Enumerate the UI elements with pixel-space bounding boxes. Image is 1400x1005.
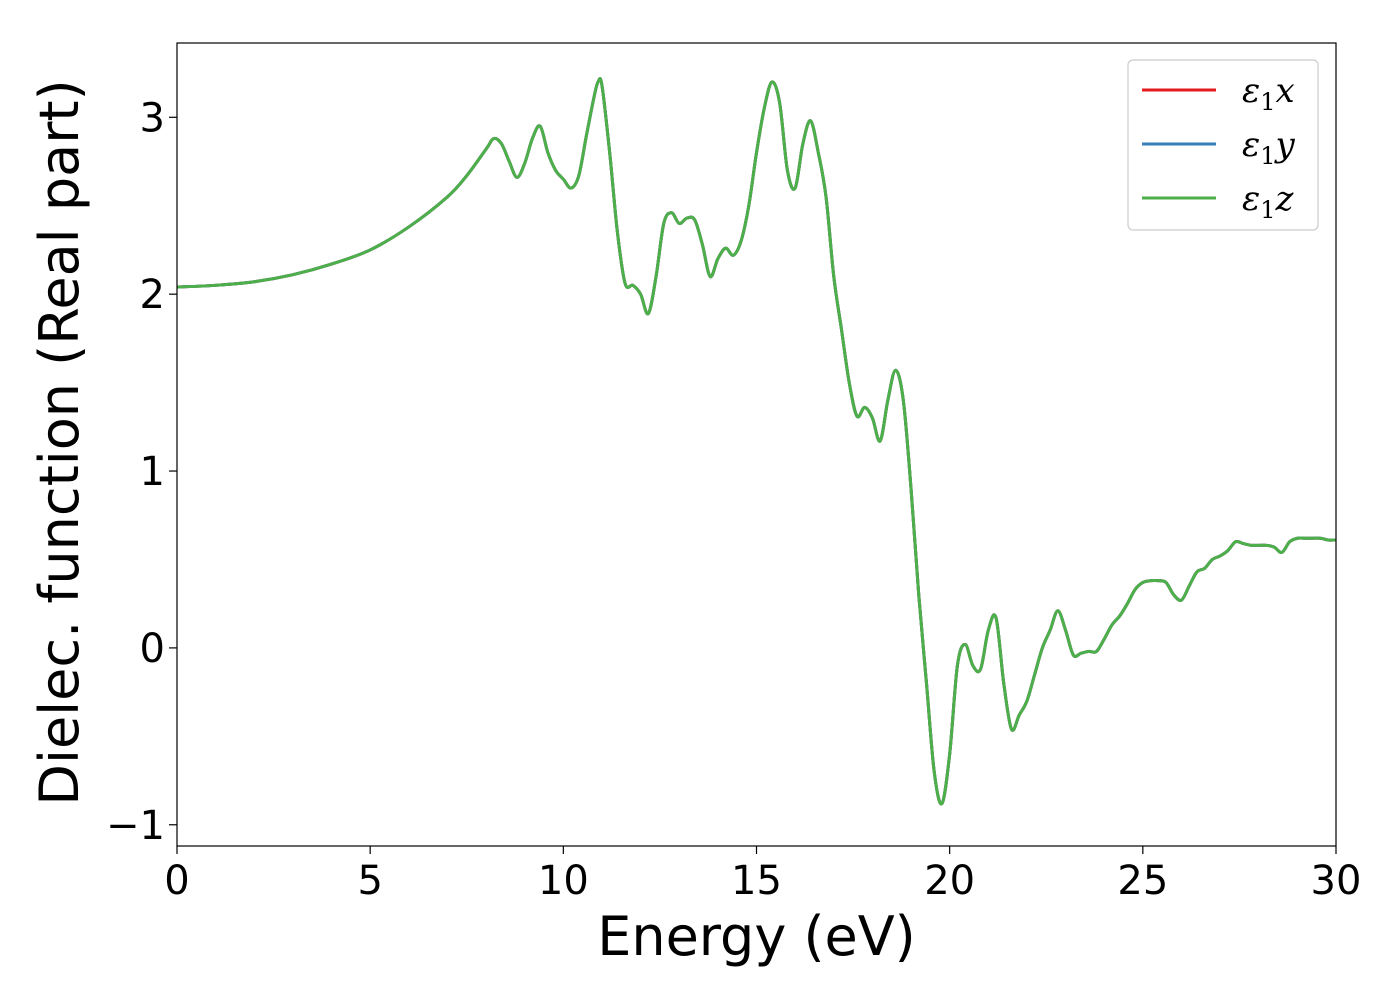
x-axis-label: Energy (eV) <box>597 905 916 968</box>
series-line-z <box>177 77 1336 806</box>
y-tick-label: −1 <box>106 803 165 849</box>
y-tick-label: 0 <box>140 626 165 672</box>
x-tick-label: 5 <box>357 858 382 904</box>
x-tick-label: 30 <box>1311 858 1362 904</box>
x-tick-label: 15 <box>731 858 782 904</box>
x-axis-ticks: 0 5 10 15 20 25 30 <box>164 846 1361 904</box>
y-axis-label: Dielec. function (Real part) <box>28 79 91 805</box>
legend: ε1x ε1y ε1z <box>1127 59 1319 231</box>
y-tick-label: 3 <box>140 95 165 141</box>
x-tick-label: 0 <box>164 858 189 904</box>
legend-box <box>1127 59 1319 231</box>
y-tick-label: 1 <box>140 449 165 495</box>
legend-label-x: ε1x <box>1242 71 1295 116</box>
plot-lines <box>177 77 1336 806</box>
legend-label-y: ε1y <box>1242 125 1296 170</box>
x-tick-label: 10 <box>538 858 589 904</box>
x-tick-label: 20 <box>924 858 975 904</box>
y-tick-label: 2 <box>140 272 165 318</box>
x-tick-label: 25 <box>1117 858 1168 904</box>
legend-label-z: ε1z <box>1242 179 1295 224</box>
y-axis-ticks: −1 0 1 2 3 <box>106 95 177 849</box>
